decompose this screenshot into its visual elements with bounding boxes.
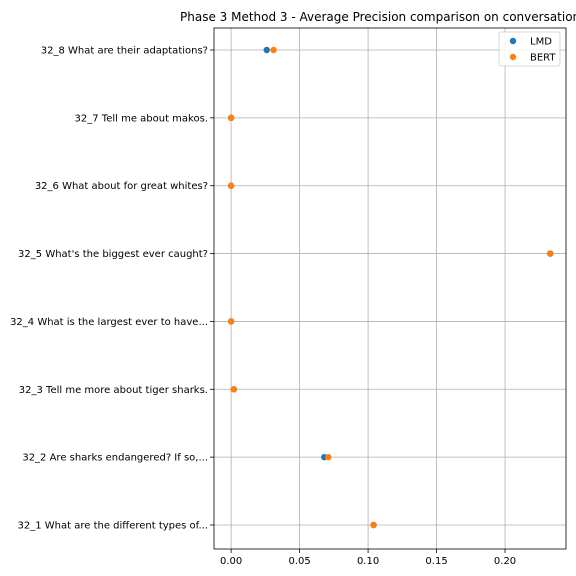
- legend-label-bert: BERT: [530, 53, 556, 64]
- y-tick-label: 32_5 What's the biggest ever caught?: [18, 249, 208, 260]
- x-tick-label: 0.20: [494, 556, 516, 567]
- legend-marker-lmd: [509, 37, 517, 45]
- legend-marker-bert: [509, 53, 517, 61]
- data-point-bert: [547, 250, 554, 257]
- data-point-bert: [227, 114, 235, 122]
- legend: LMD BERT: [498, 31, 561, 67]
- x-tick-label: 0.00: [220, 556, 242, 567]
- y-tick-label: 32_2 Are sharks endangered? If so,...: [22, 453, 208, 464]
- x-tick-label: 0.05: [288, 556, 310, 567]
- data-points: [227, 46, 554, 529]
- data-point-bert: [270, 46, 277, 54]
- legend-label-lmd: LMD: [530, 37, 552, 48]
- y-tick-label: 32_7 Tell me about makos.: [75, 113, 208, 124]
- x-axis: 0.00 0.05 0.10 0.15 0.20: [220, 549, 516, 567]
- y-tick-label: 32_8 What are their adaptations?: [41, 46, 208, 57]
- data-point-bert: [325, 453, 332, 461]
- x-tick-label: 0.10: [357, 556, 379, 567]
- data-point-lmd: [263, 46, 270, 54]
- grid-lines: [214, 28, 566, 549]
- y-tick-label: 32_4 What is the largest ever to have...: [10, 317, 208, 328]
- y-tick-label: 32_6 What about for great whites?: [35, 181, 208, 192]
- data-point-bert: [370, 521, 377, 529]
- data-point-bert: [227, 318, 235, 325]
- data-point-bert: [230, 386, 238, 393]
- y-tick-label: 32_1 What are the different types of...: [18, 521, 208, 532]
- x-tick-label: 0.15: [425, 556, 447, 567]
- y-tick-label: 32_3 Tell me more about tiger sharks.: [19, 385, 208, 396]
- plot-frame: [213, 27, 567, 550]
- chart-title: Phase 3 Method 3 - Average Precision com…: [180, 10, 576, 24]
- y-axis: 32_1 What are the different types of... 3…: [10, 46, 214, 532]
- data-point-bert: [227, 182, 235, 189]
